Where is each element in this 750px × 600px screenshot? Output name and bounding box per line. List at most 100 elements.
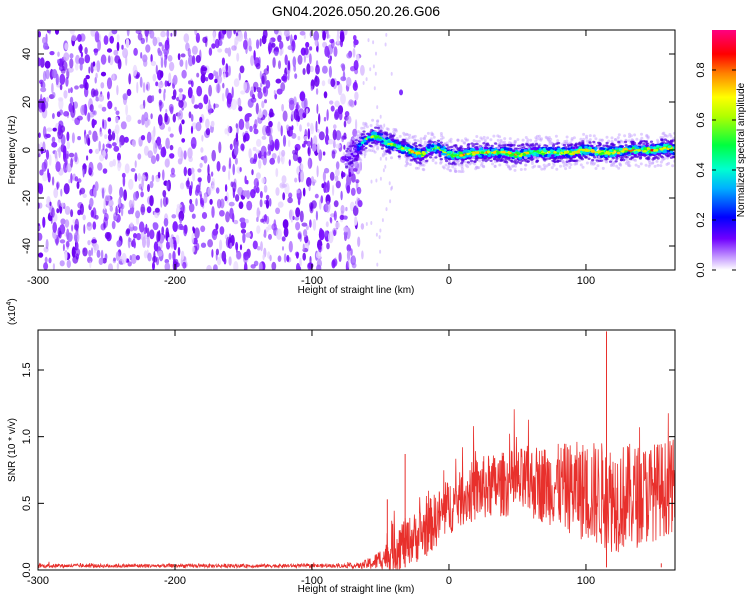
noise-blob: [95, 97, 100, 102]
spectrogram-ylabel: Frequency (Hz): [7, 116, 18, 185]
noise-blob: [150, 155, 157, 165]
noise-blob: [215, 223, 219, 231]
noise-blob: [101, 106, 107, 112]
noise-blob: [183, 33, 190, 43]
noise-blob: [74, 85, 79, 90]
track-halo: [369, 124, 373, 127]
noise-blob: [265, 79, 271, 89]
noise-blob: [275, 167, 279, 178]
track-cell: [646, 147, 651, 150]
track-halo: [448, 139, 452, 143]
noise-blob: [277, 255, 282, 262]
noise-blob: [127, 261, 132, 267]
noise-blob: [132, 226, 138, 231]
noise-blob: [117, 159, 121, 172]
noise-blob: [263, 185, 268, 193]
noise-blob: [360, 223, 365, 230]
noise-blob: [328, 65, 332, 78]
y-tick-label: -40: [21, 238, 33, 254]
x-tick-label: 100: [577, 575, 595, 587]
noise-blob: [288, 240, 293, 253]
noise-blob: [259, 70, 262, 80]
track-halo: [387, 150, 391, 153]
noise-blob: [298, 108, 305, 120]
noise-blob: [147, 227, 150, 240]
track-halo: [359, 158, 363, 162]
noise-blob: [256, 39, 260, 49]
noise-blob: [107, 100, 113, 110]
track-halo: [631, 140, 635, 144]
track-halo: [545, 164, 549, 168]
noise-blob: [327, 139, 334, 145]
noise-blob: [72, 255, 79, 264]
track-cell: [393, 148, 397, 151]
track-cell: [609, 154, 614, 158]
track-halo: [635, 137, 639, 141]
noise-blob: [297, 54, 303, 65]
noise-blob: [203, 155, 208, 164]
track-cell: [502, 150, 506, 154]
track-halo: [548, 142, 552, 146]
noise-blob: [197, 168, 202, 173]
track-cell: [591, 149, 595, 153]
noise-blob: [343, 226, 349, 233]
track-cell: [437, 150, 441, 154]
track-cell: [533, 155, 537, 159]
track-halo: [578, 158, 582, 162]
noise-blob: [170, 32, 173, 37]
noise-blob: [346, 52, 352, 59]
noise-blob: [315, 64, 320, 75]
noise-blob: [211, 249, 214, 258]
track-halo: [537, 144, 541, 147]
noise-blob: [95, 72, 98, 79]
noise-blob: [325, 126, 329, 137]
noise-blob: [59, 260, 65, 267]
track-cell: [438, 152, 442, 156]
track-halo: [620, 157, 625, 160]
track-halo: [526, 160, 530, 163]
track-halo: [625, 155, 629, 159]
noise-blob: [302, 243, 305, 251]
track-cell: [633, 145, 638, 148]
noise-blob: [253, 123, 257, 130]
track-halo: [441, 165, 445, 169]
noise-blob: [353, 41, 356, 48]
noise-blob: [264, 99, 267, 104]
track-halo: [441, 136, 445, 140]
noise-blob: [300, 163, 304, 171]
noise-blob: [288, 192, 293, 199]
snr-ylabel: SNR (10 * v/v): [7, 418, 18, 482]
noise-blob: [213, 103, 216, 110]
noise-blob: [182, 261, 187, 269]
noise-blob: [315, 210, 318, 221]
noise-blob: [335, 180, 341, 189]
track-cell: [352, 154, 357, 158]
track-cell: [597, 150, 601, 153]
track-halo: [572, 136, 576, 140]
noise-blob: [333, 46, 338, 57]
noise-blob: [267, 224, 272, 231]
track-halo: [354, 139, 358, 142]
track-halo: [490, 144, 494, 148]
noise-blob: [249, 125, 253, 133]
noise-blob: [107, 91, 110, 100]
noise-blob: [203, 94, 209, 105]
noise-blob: [244, 113, 250, 123]
track-cell: [618, 148, 622, 151]
track-halo: [578, 141, 582, 144]
noise-blob: [68, 103, 73, 113]
track-cell: [532, 146, 537, 150]
noise-blob: [54, 30, 60, 35]
noise-blob: [96, 249, 101, 258]
noise-blob: [255, 102, 259, 115]
track-cell: [363, 142, 368, 145]
noise-blob: [52, 92, 56, 98]
noise-blob: [197, 177, 202, 183]
track-halo: [533, 144, 537, 147]
noise-blob: [183, 150, 187, 160]
noise-blob: [351, 262, 357, 269]
track-cell: [387, 140, 391, 143]
track-cell: [422, 152, 427, 155]
track-cell: [356, 148, 361, 151]
